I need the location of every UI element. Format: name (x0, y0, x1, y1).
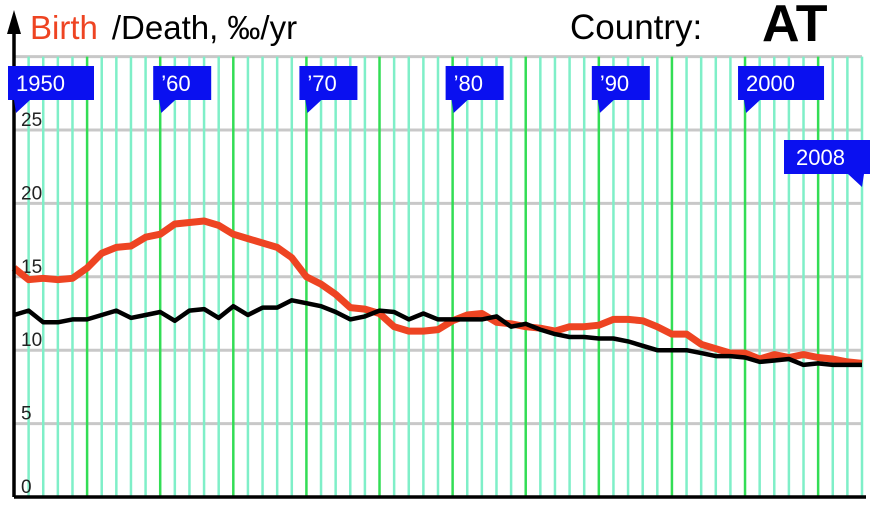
y-tick-label: 15 (21, 257, 42, 278)
year-flag-label: 2008 (796, 145, 845, 170)
year-flag (445, 66, 504, 113)
year-flag (738, 66, 825, 113)
country-code: AT (762, 0, 828, 53)
year-flag-label: 2000 (746, 71, 795, 96)
death-legend-label: /Death, ‰/yr (111, 9, 298, 46)
year-flag-label: ’80 (454, 71, 483, 96)
y-tick-label: 0 (21, 477, 32, 498)
year-flag-label: ’90 (600, 71, 629, 96)
year-flag (784, 140, 870, 187)
y-tick-label: 25 (21, 110, 42, 131)
year-flag (299, 66, 358, 113)
year-flag (591, 66, 650, 113)
year-flag (8, 66, 94, 113)
y-tick-label: 10 (21, 330, 42, 351)
year-flag-label: ’60 (161, 71, 190, 96)
year-flag-label: 1950 (16, 71, 65, 96)
year-flag-label: ’70 (307, 71, 336, 96)
y-tick-label: 5 (21, 404, 32, 425)
birth-legend-label: Birth (30, 9, 98, 46)
death-rate-line (13, 298, 862, 368)
y-axis-arrow-icon (7, 10, 21, 34)
chart-title: Birth/Death, ‰/yr (30, 8, 297, 48)
y-tick-label: 20 (21, 183, 42, 204)
year-flag (153, 66, 212, 113)
birth-rate-line (11, 217, 863, 367)
country-label: Country: (570, 8, 703, 47)
